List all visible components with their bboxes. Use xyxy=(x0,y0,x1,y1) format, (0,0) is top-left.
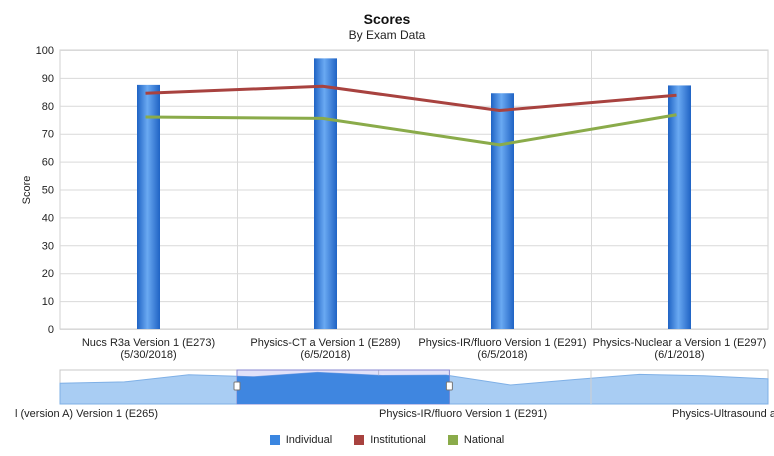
y-tick-label: 80 xyxy=(42,101,54,113)
navigator-handle[interactable] xyxy=(233,381,241,391)
x-tick-date: (6/5/2018) xyxy=(477,349,527,361)
legend-label-national: National xyxy=(463,434,505,446)
y-tick-label: 100 xyxy=(36,45,54,57)
y-tick-label: 70 xyxy=(42,129,54,141)
legend-item-national[interactable]: National xyxy=(447,434,505,446)
bar-individual[interactable] xyxy=(491,93,514,330)
navigator-label: Physics-IR/fluoro Version 1 (E291) xyxy=(379,408,547,420)
y-tick-label: 50 xyxy=(42,185,54,197)
chart-subtitle: By Exam Data xyxy=(348,28,426,42)
legend-label-institutional: Institutional xyxy=(370,434,426,446)
bars xyxy=(137,58,691,330)
lines xyxy=(145,84,677,147)
line-national[interactable] xyxy=(145,113,677,147)
legend: Individual Institutional National xyxy=(0,434,774,446)
legend-swatch-national xyxy=(447,435,458,445)
y-tick-label: 20 xyxy=(42,268,54,280)
legend-label-individual: Individual xyxy=(285,434,333,446)
x-tick-label: Physics-CT a Version 1 (E289) xyxy=(250,337,400,349)
y-tick-label: 30 xyxy=(42,240,54,252)
x-tick-date: (6/1/2018) xyxy=(654,349,704,361)
y-axis: 0 10 20 30 40 50 60 70 80 90 100 xyxy=(36,45,54,336)
x-tick-label: Physics-Nuclear a Version 1 (E297) xyxy=(593,337,767,349)
y-tick-label: 90 xyxy=(42,73,54,85)
y-tick-label: 40 xyxy=(42,212,54,224)
navigator-handle[interactable] xyxy=(445,381,453,391)
legend-swatch-individual xyxy=(269,435,280,445)
scores-chart: 0 10 20 30 40 50 60 70 80 90 100 Nucs R3a Version … xyxy=(15,45,774,420)
bar-individual[interactable] xyxy=(668,85,691,329)
x-tick-label: Nucs R3a Version 1 (E273) xyxy=(82,337,215,349)
navigator[interactable]: l (version A) Version 1 (E265) Physics-IR… xyxy=(15,369,774,420)
line-institutional[interactable] xyxy=(145,84,677,113)
y-tick-label: 60 xyxy=(42,157,54,169)
x-tick-label: Physics-IR/fluoro Version 1 (E291) xyxy=(418,337,586,349)
grid xyxy=(59,49,769,330)
x-tick-date: (6/5/2018) xyxy=(300,349,350,361)
chart-title: Scores xyxy=(363,11,411,27)
bar-individual[interactable] xyxy=(314,58,337,330)
y-axis-title: Score xyxy=(21,176,33,205)
legend-item-individual[interactable]: Individual xyxy=(269,434,333,446)
bar-individual[interactable] xyxy=(137,84,160,329)
legend-item-institutional[interactable]: Institutional xyxy=(354,434,426,446)
y-tick-label: 10 xyxy=(42,296,54,308)
x-axis: Nucs R3a Version 1 (E273)(5/30/2018) Phys… xyxy=(82,337,766,361)
navigator-label: Physics-Ultrasound a Version 1 (E xyxy=(672,408,774,420)
legend-swatch-institutional xyxy=(354,435,365,445)
navigator-label: l (version A) Version 1 (E265) xyxy=(15,408,158,420)
y-tick-label: 0 xyxy=(48,324,54,336)
navigator-selected-area xyxy=(237,372,450,404)
x-tick-date: (5/30/2018) xyxy=(120,349,176,361)
